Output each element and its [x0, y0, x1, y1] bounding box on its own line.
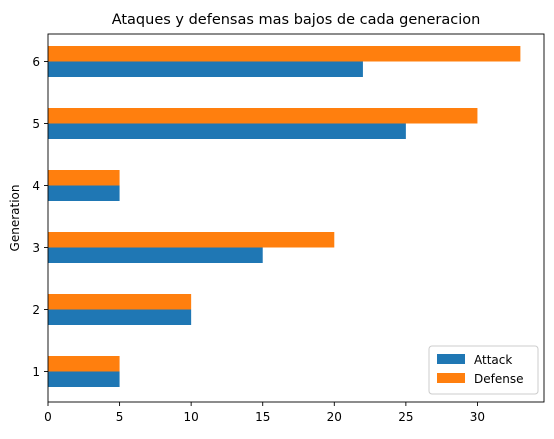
bar-attack-gen-3	[48, 247, 263, 263]
legend-swatch-defense	[437, 373, 465, 383]
bar-attack-gen-2	[48, 309, 192, 325]
legend-swatch-attack	[437, 354, 465, 364]
bar-defense-gen-5	[48, 108, 478, 124]
bar-defense-gen-3	[48, 232, 335, 248]
x-tick-label: 25	[398, 410, 413, 424]
y-tick-label: 6	[32, 55, 40, 69]
bar-defense-gen-4	[48, 170, 120, 186]
bar-attack-gen-5	[48, 123, 406, 139]
bar-attack-gen-6	[48, 61, 363, 77]
bar-attack-gen-4	[48, 185, 120, 201]
bar-attack-gen-1	[48, 371, 120, 387]
bar-defense-gen-1	[48, 356, 120, 372]
legend: Attack Defense	[428, 345, 539, 395]
legend-label-defense: Defense	[474, 372, 523, 386]
bar-defense-gen-2	[48, 294, 192, 310]
x-tick-label: 0	[44, 410, 52, 424]
y-tick-label: 5	[32, 117, 40, 131]
y-tick-label: 3	[32, 241, 40, 255]
y-tick-label: 1	[32, 365, 40, 379]
x-tick-label: 10	[184, 410, 199, 424]
y-tick-label: 2	[32, 303, 40, 317]
x-axis-ticks: 0 5 10 15 20 25 30	[44, 402, 485, 424]
legend-label-attack: Attack	[474, 353, 512, 367]
plot-frame	[47, 33, 545, 403]
bar-defense-gen-6	[48, 46, 521, 62]
y-axis-ticks: 1 2 3 4 5 6	[32, 55, 48, 379]
x-tick-label: 15	[255, 410, 270, 424]
y-tick-label: 4	[32, 179, 40, 193]
x-tick-label: 20	[327, 410, 342, 424]
y-axis-label: Generation	[8, 185, 22, 252]
bars-group	[48, 46, 521, 387]
x-tick-label: 5	[116, 410, 124, 424]
x-tick-label: 30	[470, 410, 485, 424]
chart-title: Ataques y defensas mas bajos de cada gen…	[112, 12, 481, 28]
